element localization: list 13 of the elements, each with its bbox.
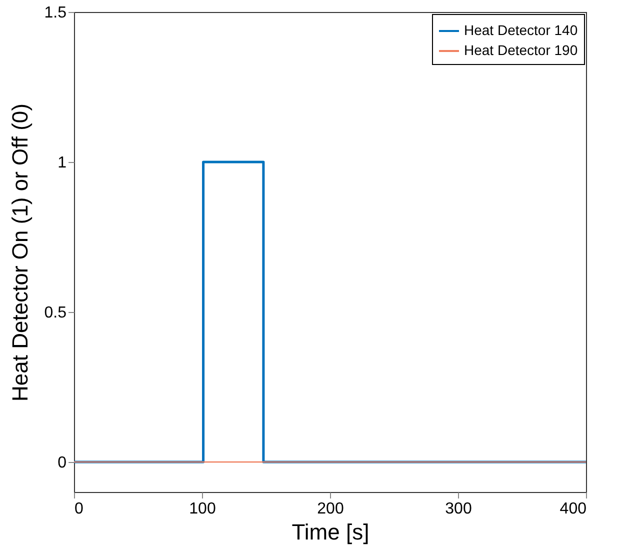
x-tick-label: 400: [560, 500, 587, 518]
y-tick-label: 1: [58, 154, 67, 172]
x-axis-title: Time [s]: [292, 520, 370, 544]
y-axis-title: Heat Detector On (1) or Off (0): [7, 104, 32, 402]
x-tick-label: 300: [445, 500, 472, 518]
y-tick-label: 0.5: [44, 304, 67, 322]
x-tick-label: 200: [317, 500, 344, 518]
x-tick-label: 100: [189, 500, 216, 518]
x-tick-label: 0: [74, 500, 84, 518]
y-tick-label: 0: [58, 454, 67, 472]
y-tick-label: 1.5: [44, 4, 67, 22]
legend-label: Heat Detector 140: [464, 22, 578, 38]
legend-label: Heat Detector 190: [464, 42, 578, 58]
